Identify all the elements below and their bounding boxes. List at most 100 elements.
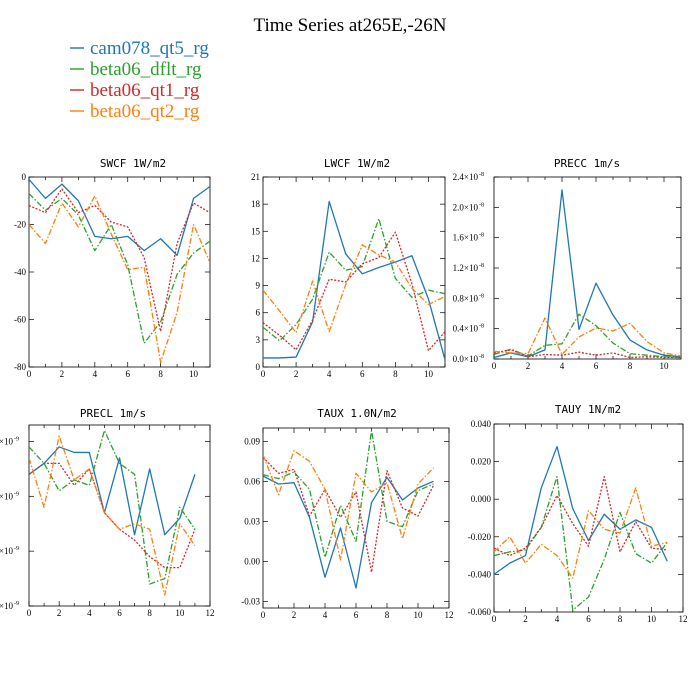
x-tick-label: 8: [158, 369, 163, 379]
figure-title: Time Series at265E,-26N: [254, 15, 447, 36]
x-tick-label: 4: [323, 610, 328, 620]
y-tick-label: 0.4×10: [453, 324, 479, 334]
y-tick-label: 0.0×10: [453, 354, 479, 364]
y-tick-exponent: -8: [479, 172, 484, 178]
series-line-beta06-qt1-rg: [29, 462, 196, 569]
y-tick-label: 0.09: [244, 436, 260, 446]
y-tick-label: -0.060: [468, 607, 492, 617]
y-tick-label: 21: [251, 172, 260, 182]
x-tick-label: 6: [125, 369, 130, 379]
y-tick-label: 2.0×10: [453, 202, 479, 212]
y-tick-exponent: -8: [479, 263, 484, 269]
x-tick-label: 8: [628, 361, 633, 371]
y-tick-exponent: -8: [479, 202, 484, 208]
y-tick-label: ×10: [0, 436, 13, 446]
y-tick-label: 18: [251, 199, 261, 209]
x-tick-label: 2: [60, 369, 65, 379]
y-tick-exponent: -9: [14, 546, 19, 552]
y-tick-exponent: -9: [14, 491, 19, 497]
y-tick-exponent: -8: [479, 233, 484, 239]
plot-frame: [262, 176, 446, 368]
panel-title: SWCF 1W/m2: [100, 157, 166, 170]
y-tick-label: 15: [251, 226, 261, 236]
series-line-cam078-qt5-rg: [494, 189, 681, 359]
x-tick-label: 12: [206, 608, 215, 618]
x-tick-label: 4: [327, 369, 332, 379]
y-tick-label: ×10: [0, 546, 13, 556]
y-tick-label: 0.8×10: [453, 293, 479, 303]
series-line-beta06-dflt-rg: [494, 313, 681, 359]
legend-item-3: beta06_qt2_rg: [70, 101, 200, 122]
series-line-beta06-qt1-rg: [263, 456, 435, 573]
series-line-beta06-dflt-rg: [494, 475, 668, 611]
y-tick-label: 0.040: [471, 419, 492, 429]
series-line-cam078-qt5-rg: [29, 446, 196, 536]
legend-item-1: beta06_dflt_rg: [70, 59, 202, 80]
y-tick-label: 6: [256, 308, 261, 318]
series-line-cam078-qt5-rg: [263, 475, 434, 589]
series-line-beta06-qt2-rg: [29, 195, 210, 363]
series-line-beta06-qt2-rg: [494, 317, 681, 357]
panel-taux: TAUX 1.0N/m2 0 2 4 6 8 10 12-0.030.000.030.060…: [241, 407, 453, 620]
y-tick-label: -80: [14, 362, 26, 372]
plot-area: 0 2 4 6 8 10 0 3 6 9 12 15 18 21: [251, 172, 446, 379]
x-tick-label: 6: [586, 614, 591, 624]
x-tick-label: 8: [385, 610, 390, 620]
y-tick-label: 12: [251, 253, 260, 263]
x-tick-label: 10: [414, 610, 424, 620]
legend-label-2: beta06_qt1_rg: [90, 80, 200, 101]
y-tick-label: -0.03: [241, 596, 260, 606]
panel-title: LWCF 1W/m2: [324, 157, 390, 170]
y-tick-label: 0.000: [471, 494, 492, 504]
series-line-beta06-qt1-rg: [494, 349, 681, 359]
plot-area: 0 2 4 6 8 10 12 -0.060 -0.040 -0.020 0.000 0.020 0.0…: [468, 419, 688, 624]
legend-item-0: cam078_qt5_rg: [70, 38, 209, 59]
x-tick-label: 4: [87, 608, 92, 618]
x-tick-label: 2: [57, 608, 62, 618]
y-tick-exponent: -8: [479, 324, 484, 330]
series-line-beta06-dflt-rg: [29, 193, 210, 344]
x-tick-label: 0: [492, 614, 497, 624]
y-tick-exponent: -9: [14, 436, 19, 442]
panel-lwcf: LWCF 1W/m2 0 2 4 6 8 10 0 3 6 9 12 15 18 21: [251, 157, 446, 379]
x-tick-label: 10: [175, 608, 185, 618]
panel-title: TAUY 1N/m2: [555, 403, 621, 416]
x-tick-label: 6: [594, 361, 599, 371]
x-tick-label: 6: [117, 608, 122, 618]
panel-precl: PRECL 1m/s 0 2 4 6 8 10 12×10 -9×10 -9×10 -9×10 -9: [0, 407, 215, 618]
y-tick-label: 0.06: [244, 476, 260, 486]
legend: cam078_qt5_rg beta06_dflt_rg beta06_qt1_…: [70, 38, 209, 122]
x-tick-label: 10: [660, 361, 670, 371]
y-tick-exponent: -9: [14, 601, 19, 607]
x-tick-label: 0: [27, 369, 32, 379]
legend-label-1: beta06_dflt_rg: [90, 59, 202, 80]
series-line-cam078-qt5-rg: [494, 445, 668, 575]
x-tick-label: 0: [27, 608, 32, 618]
series-line-beta06-qt2-rg: [29, 435, 196, 596]
y-tick-label: -0.020: [468, 532, 492, 542]
series-line-beta06-qt1-rg: [29, 188, 210, 333]
y-tick-exponent: -8: [479, 354, 484, 360]
panel-swcf: SWCF 1W/m2 0 2 4 6 8 10 -80 -60 -40 -20 0: [14, 157, 211, 379]
x-tick-label: 10: [189, 369, 199, 379]
series-line-beta06-qt1-rg: [263, 231, 445, 352]
series-line-beta06-qt1-rg: [494, 475, 668, 557]
y-tick-exponent: -8: [479, 293, 484, 299]
y-tick-label: 1.6×10: [453, 233, 479, 243]
y-tick-label: 0.020: [471, 457, 492, 467]
y-tick-label: 9: [256, 281, 261, 291]
y-tick-label: ×10: [0, 601, 13, 611]
panel-title: PRECC 1m/s: [554, 157, 620, 170]
y-tick-label: 0: [256, 362, 261, 372]
x-tick-label: 2: [523, 614, 528, 624]
panel-title: TAUX 1.0N/m2: [317, 407, 396, 420]
x-tick-label: 4: [93, 369, 98, 379]
x-tick-label: 0: [261, 369, 266, 379]
series-line-beta06-dflt-rg: [263, 217, 445, 342]
plot-frame: [28, 176, 211, 368]
x-tick-label: 2: [526, 361, 531, 371]
panel-title: PRECL 1m/s: [80, 407, 146, 420]
y-tick-label: -0.040: [468, 569, 492, 579]
y-tick-label: -60: [14, 315, 26, 325]
